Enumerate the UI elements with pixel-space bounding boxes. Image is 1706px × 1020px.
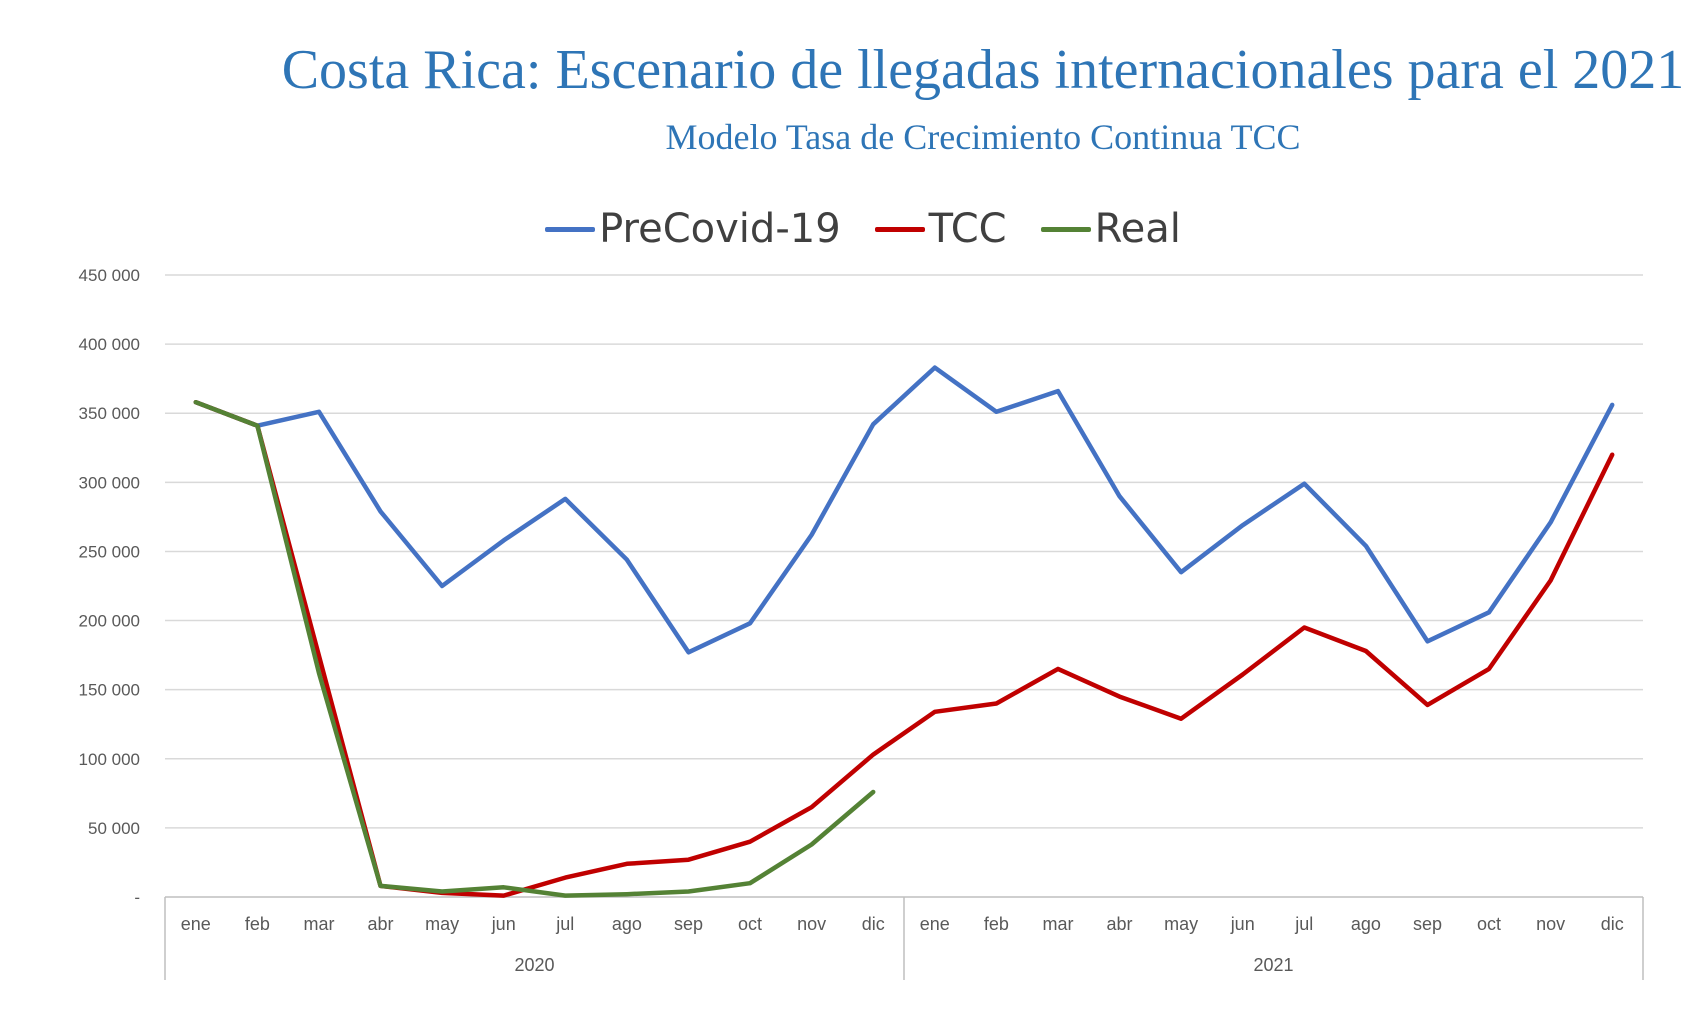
y-tick-label: 200 000 [79,612,140,631]
x-tick-label: mar [1042,914,1073,934]
x-tick-label: feb [245,914,270,934]
series-line-precovid-19 [193,365,1615,655]
y-tick-label: - [134,888,140,907]
y-tick-label: 300 000 [79,473,140,492]
x-tick-label: mar [303,914,334,934]
legend-label-precovid: PreCovid-19 [599,206,841,252]
x-tick-label: ago [612,914,642,934]
x-tick-label: may [425,914,459,934]
legend-label-real: Real [1094,206,1181,252]
legend-label-tcc: TCC [928,206,1007,252]
series-line-tcc [193,399,1615,898]
x-tick-label: oct [1477,914,1501,934]
y-tick-label: 350 000 [79,404,140,423]
chart-legend: PreCovid-19 TCC Real [0,206,1706,252]
legend-item-tcc: TCC [874,206,1007,252]
x-tick-label: oct [738,914,762,934]
group-label: 2020 [514,955,554,975]
x-tick-label: jul [555,914,574,934]
legend-item-real: Real [1040,206,1181,252]
y-tick-label: 250 000 [79,542,140,561]
x-tick-label: nov [797,914,826,934]
x-tick-label: sep [674,914,703,934]
chart-title: Costa Rica: Escenario de llegadas intern… [281,39,1685,101]
x-tick-label: ene [920,914,950,934]
x-tick-label: ene [181,914,211,934]
y-tick-label: 400 000 [79,335,140,354]
legend-item-precovid: PreCovid-19 [545,206,841,252]
x-tick-label: ago [1351,914,1381,934]
legend-swatch-precovid [545,226,596,232]
x-tick-label: dic [862,914,885,934]
y-tick-label: 150 000 [79,681,140,700]
x-tick-label: may [1164,914,1198,934]
legend-swatch-real [1040,226,1091,232]
x-tick-label: abr [1107,914,1133,934]
chart-subtitle: Modelo Tasa de Crecimiento Continua TCC [665,117,1301,157]
y-tick-label: 450 000 [79,266,140,285]
x-tick-label: sep [1413,914,1442,934]
x-tick-label: dic [1601,914,1624,934]
x-tick-label: nov [1536,914,1565,934]
series-line-real [193,399,876,898]
x-tick-label: feb [984,914,1009,934]
x-tick-label: abr [368,914,394,934]
x-tick-label: jun [491,914,516,934]
x-tick-label: jul [1294,914,1313,934]
x-tick-label: jun [1230,914,1255,934]
group-label: 2021 [1253,955,1293,975]
legend-swatch-tcc [874,226,925,232]
y-tick-label: 100 000 [79,750,140,769]
y-tick-label: 50 000 [88,819,140,838]
